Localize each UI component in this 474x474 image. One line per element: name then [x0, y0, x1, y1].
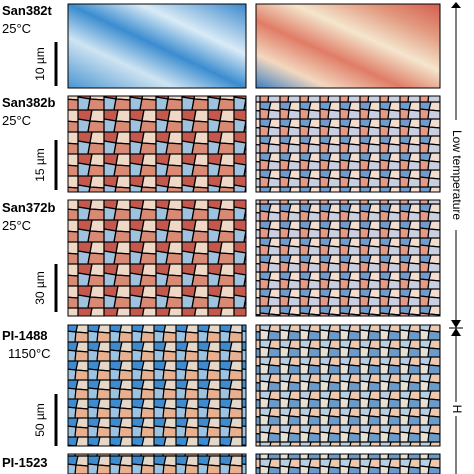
map [67, 95, 247, 193]
scale-bar-label: 10 µm [33, 47, 47, 81]
label-bg [448, 402, 464, 416]
sample-label: San372b [2, 200, 56, 215]
side-label: H [450, 405, 464, 414]
map [255, 199, 441, 317]
map [255, 95, 441, 193]
scale-bar-label: 15 µm [33, 148, 47, 182]
temperature-label: 25°C [2, 21, 31, 36]
map [67, 3, 247, 89]
sample-label: PI-1523 [2, 455, 48, 470]
side-label: Low temperature [450, 130, 464, 220]
map [255, 324, 441, 447]
map [67, 199, 247, 317]
temperature-label: 25°C [2, 218, 31, 233]
arrow [451, 320, 461, 328]
arrow [451, 328, 461, 336]
map [255, 3, 441, 89]
map [255, 453, 441, 474]
map [67, 324, 247, 447]
sample-label: San382b [2, 95, 56, 110]
map [67, 453, 247, 474]
sample-label: PI-1488 [2, 328, 48, 343]
label-bg [448, 120, 464, 230]
scale-bar-label: 30 µm [33, 271, 47, 305]
temperature-label: 1150°C [8, 346, 51, 361]
scale-bar-label: 50 µm [33, 403, 47, 437]
temperature-label: 25°C [2, 113, 31, 128]
sample-label: San382t [2, 3, 53, 18]
arrow [451, 2, 461, 8]
